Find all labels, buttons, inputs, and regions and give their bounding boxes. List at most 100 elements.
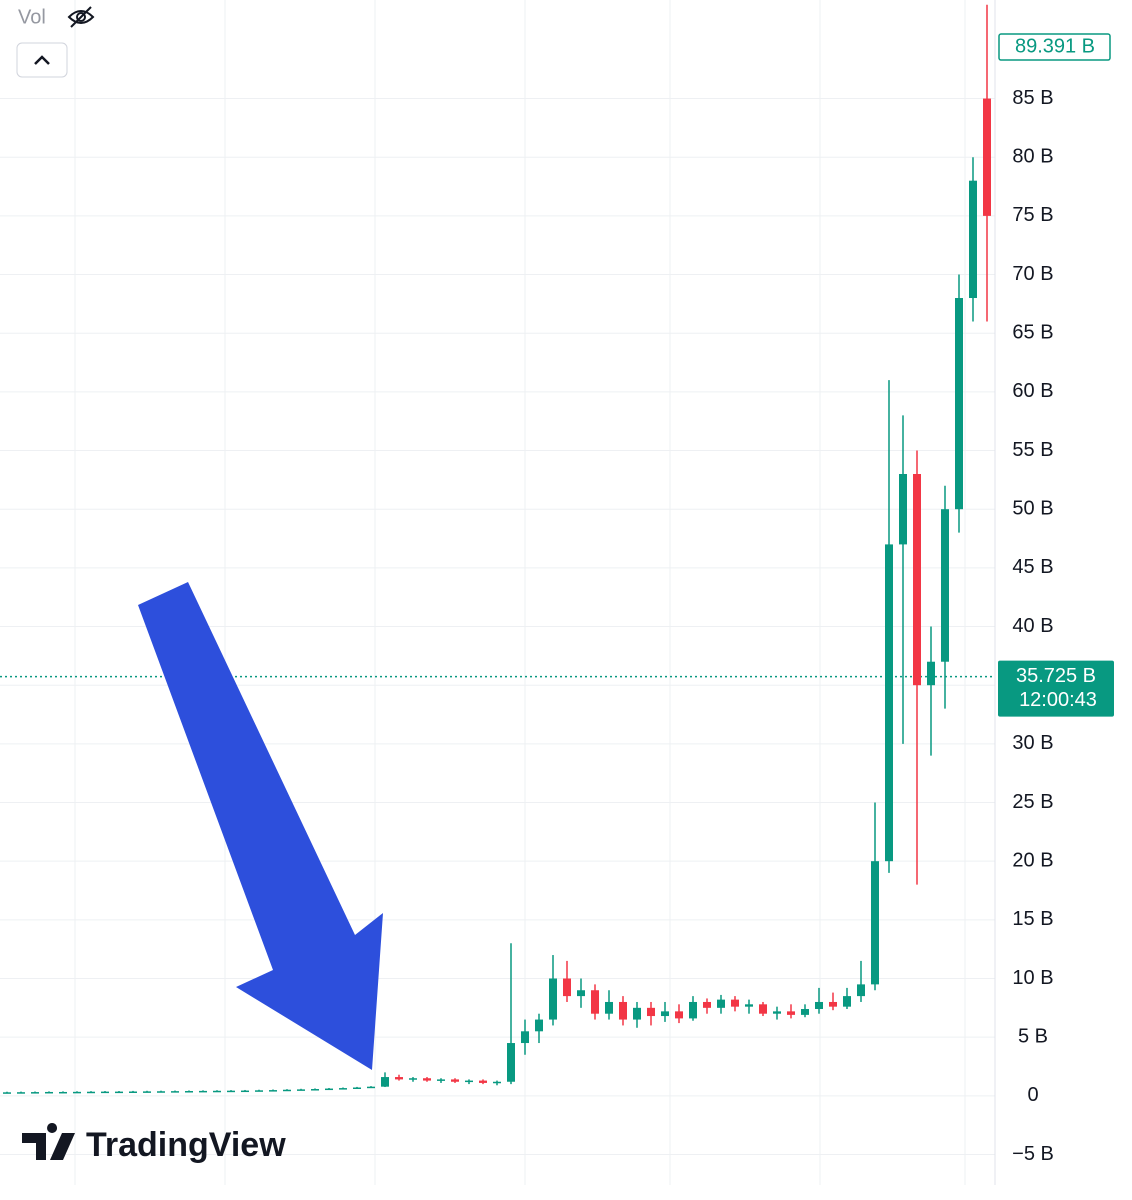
candle-body [633,1007,641,1020]
candle-body [619,1001,627,1020]
candle-body [549,978,557,1020]
y-tick-label: 80 B [1012,145,1053,167]
y-tick-label: 50 B [1012,497,1053,519]
candle-body [255,1090,263,1092]
y-tick-label: 85 B [1012,87,1053,109]
candle-body [283,1089,291,1092]
y-tick-label: 60 B [1012,380,1053,402]
candle-body [213,1090,221,1093]
candle-body [521,1031,529,1044]
y-tick-label: 20 B [1012,849,1053,871]
candle-body [563,978,571,997]
candle-body [45,1091,53,1094]
candle-body [969,180,977,299]
candle-body [885,544,893,862]
y-tick-label: 70 B [1012,263,1053,285]
candle-body [801,1009,809,1015]
candle-body [605,1001,613,1014]
candle-body [297,1089,305,1091]
y-tick-label: 10 B [1012,967,1053,989]
y-tick-label: 15 B [1012,908,1053,930]
candle-body [815,1001,823,1010]
candle-body [185,1091,193,1093]
price-tag [998,33,1111,61]
price-tag-label: 89.391 B [1015,35,1095,57]
candle-body [983,98,991,216]
candle-body [507,1043,515,1082]
candle-body [465,1080,473,1083]
candle-body [409,1078,417,1080]
candle-body [689,1001,697,1019]
candle-body [31,1092,39,1094]
candle-body [241,1090,249,1093]
candle-body [843,996,851,1007]
candle-body [661,1011,669,1017]
candle-body [717,999,725,1008]
candle-body [129,1091,137,1093]
price-tag [998,660,1114,717]
candle-body [339,1088,347,1090]
brand: TradingView [22,1123,286,1164]
candle-body [829,1001,837,1007]
candle-body [115,1091,123,1094]
candle-body [787,1011,795,1015]
candle-body [157,1091,165,1093]
candle-body [143,1091,151,1093]
y-tick-label: 65 B [1012,321,1053,343]
candle-body [381,1077,389,1087]
y-tick-label: 75 B [1012,204,1053,226]
candle-body [59,1091,67,1094]
y-tick-label: 30 B [1012,732,1053,754]
candle-body [479,1080,487,1083]
candle-body [17,1092,25,1094]
candle-body [493,1081,501,1084]
collapse-button[interactable] [16,42,68,78]
price-axis: −5 B05 B10 B15 B20 B25 B30 B35 B40 B45 B… [998,33,1114,1165]
y-tick-label: 40 B [1012,615,1053,637]
candles [3,4,991,1094]
candle-body [941,509,949,662]
brand-logo [22,1123,75,1160]
candle-body [703,1001,711,1008]
y-tick-label: 0 [1027,1084,1038,1106]
price-tag-label: 35.725 B [1016,665,1096,687]
y-tick-label: 55 B [1012,439,1053,461]
candle-body [171,1091,179,1093]
collapse-icon [34,55,50,65]
candle-body [395,1077,403,1080]
candle-body [871,861,879,985]
candle-body [325,1088,333,1091]
y-tick-label: −5 B [1012,1143,1054,1165]
candle-body [3,1092,11,1094]
candle-body [437,1079,445,1081]
candle-body [199,1090,207,1093]
candle-body [535,1019,543,1032]
y-tick-label: 45 B [1012,556,1053,578]
candle-body [773,1011,781,1014]
candle-body [955,298,963,510]
candle-body [423,1078,431,1081]
candle-body [101,1091,109,1094]
candle-body [647,1007,655,1017]
candle-body [745,1004,753,1007]
candle-body [577,990,585,997]
candle-body [73,1091,81,1094]
arrow [138,582,383,1070]
grid [0,0,996,1185]
brand-name: TradingView [86,1126,286,1164]
candle-body [227,1090,235,1093]
indicator-label: Vol [18,6,46,28]
hide-icon[interactable] [67,6,95,28]
candle-body [731,999,739,1007]
candle-body [451,1079,459,1082]
candle-body [269,1090,277,1092]
candle-body [857,984,865,997]
countdown: 12:00:43 [1019,689,1097,711]
y-tick-label: 5 B [1018,1025,1048,1047]
indicator-legend: Vol [16,6,95,78]
candle-body [311,1089,319,1091]
candle-body [759,1004,767,1014]
candle-body [87,1091,95,1094]
candle-body [353,1087,361,1090]
